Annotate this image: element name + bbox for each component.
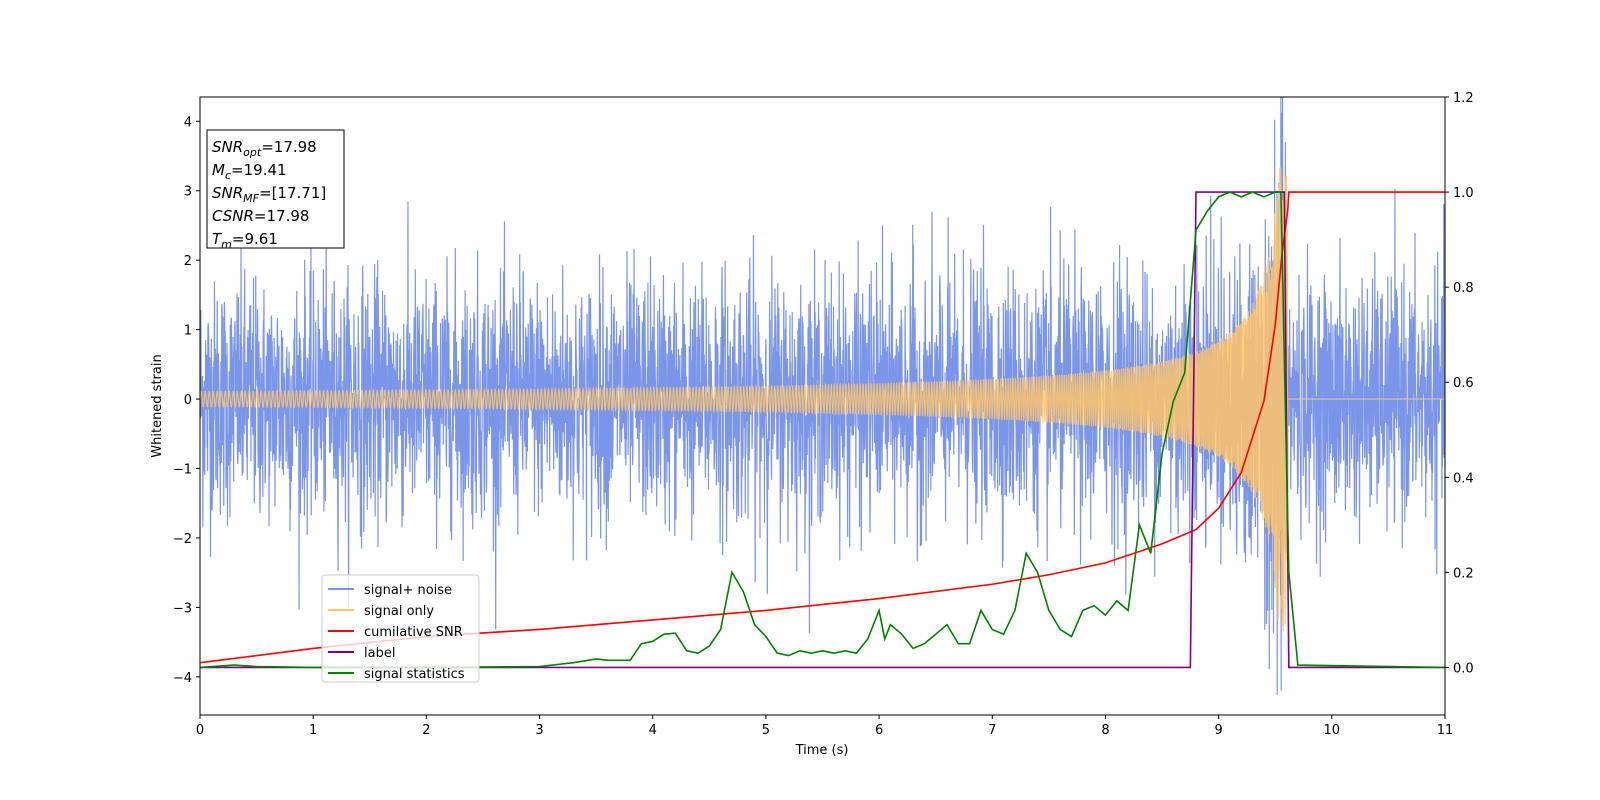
series-line-cumilative-snr: [200, 191, 1445, 664]
x-tick-label: 9: [1214, 723, 1222, 738]
y-right-tick-label: 0.6: [1453, 376, 1474, 391]
annotation-value: =9.61: [232, 230, 278, 248]
annotation-symbol: CSNR: [212, 207, 254, 225]
legend-label: label: [364, 646, 395, 661]
x-tick-label: 1: [309, 723, 317, 738]
y-axis-left: −4 −3 −2 −1 0 1 2 3 4: [173, 115, 200, 686]
annotation-subscript: c: [225, 169, 231, 182]
stats-annotation-box: SNRopt=17.98Mc=19.41SNRMF=[17.71]CSNR=17…: [206, 129, 345, 251]
x-tick-label: 5: [762, 723, 770, 738]
x-tick-label: 4: [649, 723, 657, 738]
y-axis-right: 0.0 0.2 0.4 0.6 0.8 1.0 1.2: [1445, 91, 1474, 676]
y-right-tick-label: 1.0: [1453, 186, 1474, 201]
x-tick-label: 2: [422, 723, 430, 738]
annotation-line: Tm=9.61: [212, 230, 278, 251]
x-tick-label: 7: [988, 723, 996, 738]
y-left-tick-label: −1: [173, 462, 192, 477]
y-left-tick-label: −3: [173, 601, 192, 616]
x-tick-label: 6: [875, 723, 883, 738]
annotation-subscript: MF: [243, 192, 259, 205]
annotation-value: =17.98: [254, 207, 310, 225]
legend-label: signal only: [364, 604, 434, 619]
legend-label: cumilative SNR: [364, 625, 463, 640]
y-left-tick-label: 4: [184, 115, 192, 130]
legend-frame: [321, 574, 480, 683]
y-right-tick-label: 0.2: [1453, 566, 1474, 581]
y-right-tick-label: 0.0: [1453, 661, 1474, 676]
y-left-tick-label: −2: [173, 532, 192, 547]
series-layer: [200, 97, 1445, 695]
annotation-line: CSNR=17.98: [212, 207, 309, 225]
annotation-symbol: T: [212, 230, 223, 248]
legend: signal+ noise signal only cumilative SNR la…: [321, 574, 480, 683]
series-line-label: [200, 191, 1445, 669]
x-tick-label: 3: [535, 723, 543, 738]
annotation-symbol: SNR: [212, 138, 243, 156]
series-line-signal-only: [200, 166, 1445, 632]
annotation-frame: [206, 129, 345, 249]
y-left-tick-label: −4: [173, 671, 192, 686]
y-left-tick-label: 2: [184, 254, 192, 269]
annotation-value: =19.41: [231, 161, 287, 179]
x-tick-label: 11: [1437, 723, 1454, 738]
annotation-line: SNRMF=[17.71]: [212, 184, 326, 205]
x-tick-label: 8: [1101, 723, 1109, 738]
annotation-symbol: SNR: [212, 184, 243, 202]
annotation-value: =17.98: [261, 138, 317, 156]
series-line-signal-statistics: [200, 191, 1445, 669]
y-left-tick-label: 3: [184, 185, 192, 200]
legend-label: signal statistics: [364, 667, 465, 682]
legend-label: signal+ noise: [364, 583, 452, 598]
annotation-subscript: m: [221, 238, 232, 251]
y-right-tick-label: 0.8: [1453, 281, 1474, 296]
x-tick-label: 10: [1324, 723, 1341, 738]
y-left-tick-label: 0: [184, 393, 192, 408]
y-axis-label: Whitened strain: [150, 354, 165, 457]
annotation-line: SNRopt=17.98: [212, 138, 317, 159]
annotation-symbol: M: [212, 161, 225, 179]
y-right-tick-label: 0.4: [1453, 471, 1474, 486]
plot-frame: [199, 96, 1446, 716]
x-axis-label: Time (s): [795, 743, 849, 758]
y-left-tick-label: 1: [184, 324, 192, 339]
annotation-line: Mc=19.41: [212, 161, 287, 182]
annotation-value: =[17.71]: [259, 184, 326, 202]
x-tick-label: 0: [196, 723, 204, 738]
x-axis: 0 1 2 3 4 5 6 7 8 9 10 11: [196, 715, 1453, 738]
y-right-tick-label: 1.2: [1453, 91, 1474, 106]
annotation-subscript: opt: [243, 146, 262, 159]
